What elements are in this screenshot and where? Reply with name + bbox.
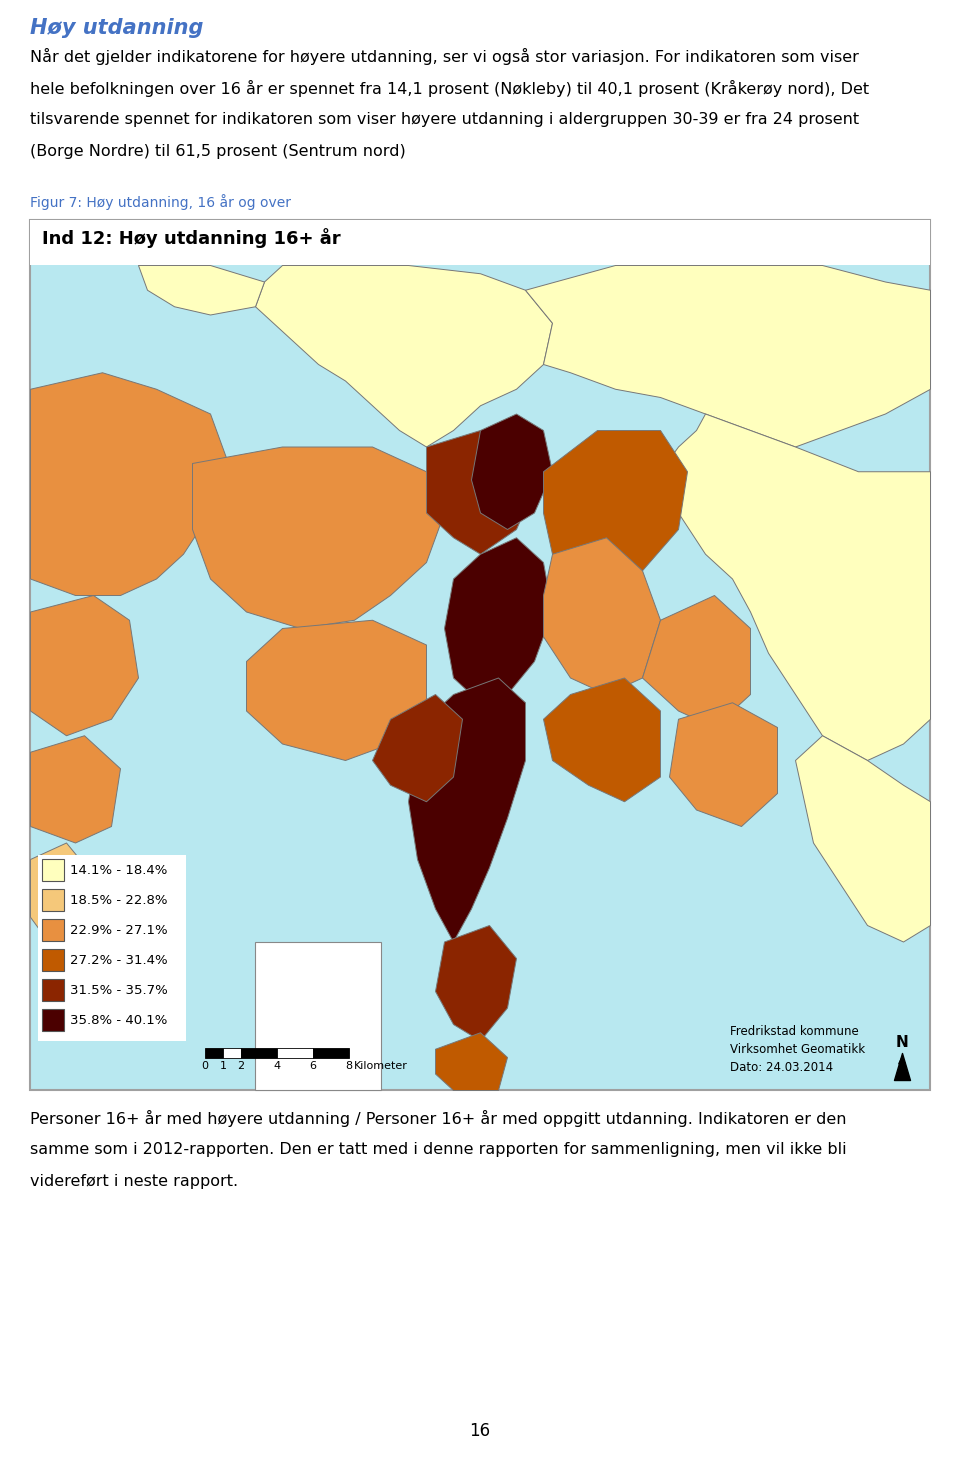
FancyBboxPatch shape: [30, 220, 930, 266]
Text: 18.5% - 22.8%: 18.5% - 22.8%: [70, 894, 167, 907]
FancyBboxPatch shape: [42, 1009, 64, 1031]
Text: Fredrikstad kommune
Virksomhet Geomatikk
Dato: 24.03.2014: Fredrikstad kommune Virksomhet Geomatikk…: [730, 1025, 865, 1075]
Text: 4: 4: [274, 1061, 280, 1072]
Text: N: N: [896, 1035, 908, 1050]
Text: 8: 8: [346, 1061, 352, 1072]
FancyBboxPatch shape: [38, 856, 186, 1041]
FancyBboxPatch shape: [42, 918, 64, 942]
Text: Personer 16+ år med høyere utdanning / Personer 16+ år med oppgitt utdanning. In: Personer 16+ år med høyere utdanning / P…: [30, 1110, 847, 1127]
Text: Høy utdanning: Høy utdanning: [30, 18, 204, 38]
Text: 14.1% - 18.4%: 14.1% - 18.4%: [70, 863, 167, 876]
Text: Når det gjelder indikatorene for høyere utdanning, ser vi også stor variasjon. F: Når det gjelder indikatorene for høyere …: [30, 48, 859, 66]
FancyBboxPatch shape: [255, 942, 381, 1091]
Text: hele befolkningen over 16 år er spennet fra 14,1 prosent (Nøkleby) til 40,1 pros: hele befolkningen over 16 år er spennet …: [30, 80, 869, 96]
Text: (Borge Nordre) til 61,5 prosent (Sentrum nord): (Borge Nordre) til 61,5 prosent (Sentrum…: [30, 145, 406, 159]
FancyBboxPatch shape: [241, 1048, 277, 1058]
FancyBboxPatch shape: [42, 980, 64, 1002]
Text: 6: 6: [309, 1061, 317, 1072]
Text: 2: 2: [237, 1061, 245, 1072]
Text: 27.2% - 31.4%: 27.2% - 31.4%: [70, 953, 168, 967]
FancyBboxPatch shape: [277, 1048, 313, 1058]
FancyBboxPatch shape: [205, 1048, 223, 1058]
FancyBboxPatch shape: [42, 858, 64, 880]
Text: 35.8% - 40.1%: 35.8% - 40.1%: [70, 1013, 167, 1026]
FancyBboxPatch shape: [30, 220, 930, 1091]
Text: 22.9% - 27.1%: 22.9% - 27.1%: [70, 924, 168, 936]
Text: 31.5% - 35.7%: 31.5% - 35.7%: [70, 984, 168, 997]
FancyBboxPatch shape: [223, 1048, 241, 1058]
FancyBboxPatch shape: [313, 1048, 349, 1058]
Text: 1: 1: [220, 1061, 227, 1072]
Text: tilsvarende spennet for indikatoren som viser høyere utdanning i aldergruppen 30: tilsvarende spennet for indikatoren som …: [30, 112, 859, 127]
Text: 16: 16: [469, 1422, 491, 1440]
Text: Figur 7: Høy utdanning, 16 år og over: Figur 7: Høy utdanning, 16 år og over: [30, 194, 291, 210]
Text: samme som i 2012-rapporten. Den er tatt med i denne rapporten for sammenligning,: samme som i 2012-rapporten. Den er tatt …: [30, 1142, 847, 1156]
Text: Kilometer: Kilometer: [354, 1061, 408, 1072]
Text: Ind 12: Høy utdanning 16+ år: Ind 12: Høy utdanning 16+ år: [42, 228, 341, 248]
FancyBboxPatch shape: [42, 889, 64, 911]
FancyBboxPatch shape: [42, 949, 64, 971]
Text: 0: 0: [202, 1061, 208, 1072]
Text: videreført i neste rapport.: videreført i neste rapport.: [30, 1174, 238, 1188]
